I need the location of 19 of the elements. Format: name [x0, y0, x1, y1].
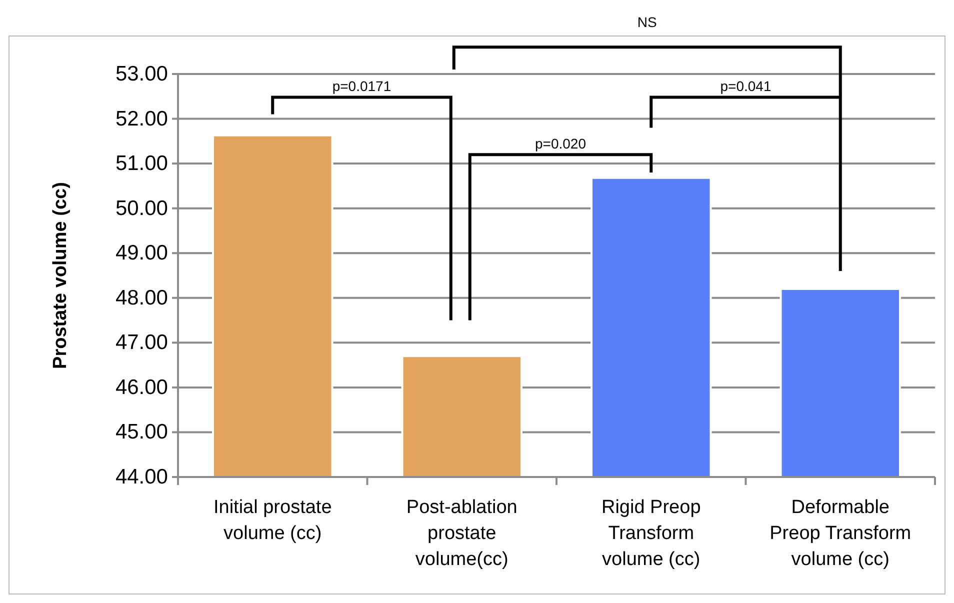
annotation: p=0.020 [535, 135, 586, 152]
y-tick-label: 45.00 [115, 420, 168, 444]
y-tick-label: 48.00 [115, 286, 168, 310]
y-tick-label: 46.00 [115, 376, 168, 399]
x-tick-label: Initial prostate volume (cc) [213, 497, 332, 544]
y-tick-label: 50.00 [115, 196, 168, 220]
x-tick-label: Post-ablation prostate volume(cc) [406, 497, 518, 570]
y-tick-label: 44.00 [115, 466, 168, 488]
y-tick-label: 51.00 [115, 152, 168, 176]
annotation: p=0.041 [720, 78, 772, 94]
text: NS [637, 14, 657, 30]
y-axis-title: Prostate volume (cc) [50, 182, 71, 369]
y-tick-label: 53.00 [115, 62, 168, 86]
y-tick-label: 47.00 [115, 331, 168, 354]
annotation: p=0.0171 [332, 78, 392, 94]
x-tick-label: Rigid Preop Transform volume (cc) [601, 497, 701, 570]
y-tick-label: 52.00 [115, 107, 168, 130]
y-tick-label: 49.00 [115, 242, 168, 265]
x-tick-label: Deformable Preop Transform volume (cc) [770, 497, 912, 570]
